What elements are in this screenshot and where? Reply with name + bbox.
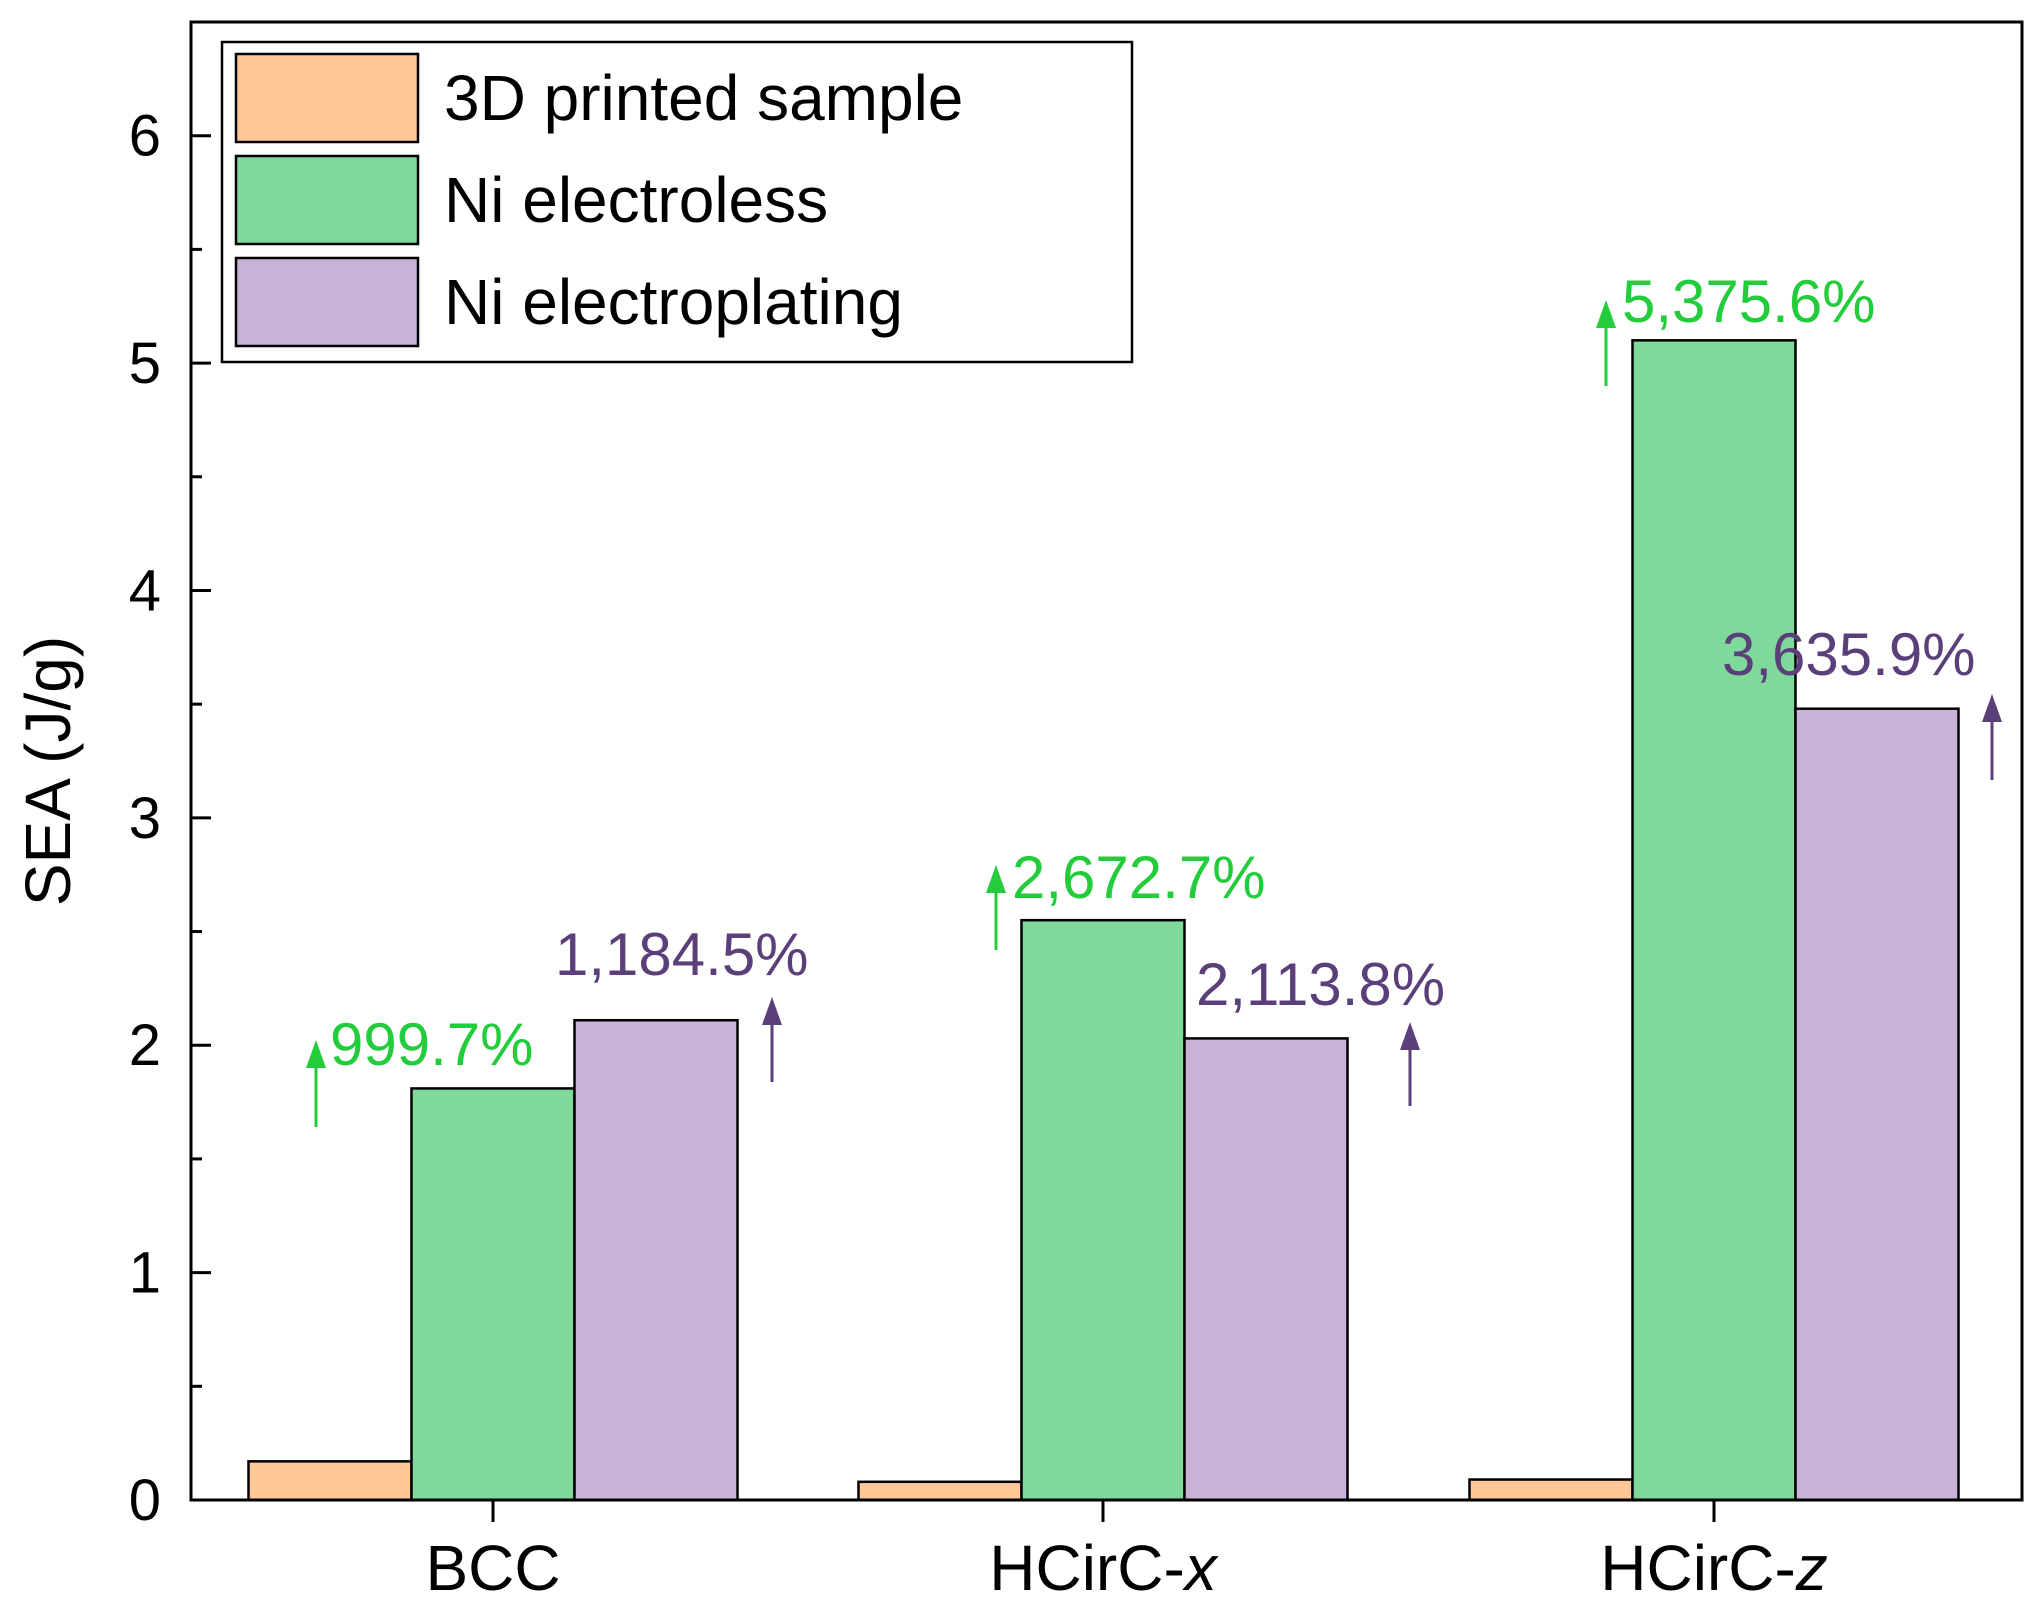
bar [1468, 1478, 1634, 1502]
legend-label: Ni electroplating [444, 266, 903, 338]
legend-swatch [234, 154, 420, 246]
x-tick-label: HCirC-x [989, 1532, 1219, 1604]
annotation-arrowhead [986, 865, 1006, 893]
annotation-percent-label: 2,672.7% [1012, 844, 1266, 911]
y-tick-label: 4 [129, 558, 161, 623]
y-tick-label: 1 [129, 1241, 161, 1306]
y-tick-label: 0 [129, 1468, 161, 1533]
y-axis-label: SEA (J/g) [12, 636, 84, 906]
x-tick-label: HCirC-z [1600, 1532, 1828, 1604]
y-tick-label: 3 [129, 786, 161, 851]
annotation-arrowhead [762, 997, 782, 1025]
annotation-percent-label: 2,113.8% [1196, 951, 1445, 1018]
legend-label: 3D printed sample [444, 62, 963, 134]
y-tick-label: 2 [129, 1013, 161, 1078]
bar [573, 1018, 739, 1502]
bar [410, 1087, 576, 1502]
annotation-arrowhead [1596, 300, 1616, 328]
bar [1183, 1037, 1349, 1502]
x-tick-label: BCC [425, 1532, 560, 1604]
legend-swatch [234, 256, 420, 348]
annotation-percent-label: 3,635.9% [1722, 621, 1976, 688]
y-tick-label: 6 [129, 104, 161, 169]
annotation-percent-label: 5,375.6% [1622, 268, 1876, 335]
y-tick-label: 5 [129, 331, 161, 396]
legend-label: Ni electroless [444, 164, 828, 236]
annotation-arrowhead [306, 1040, 326, 1068]
bar [247, 1460, 413, 1502]
bar [1631, 339, 1797, 1502]
annotation-percent-label: 1,184.5% [555, 921, 809, 988]
bar [857, 1480, 1023, 1502]
annotation-arrowhead [1400, 1022, 1420, 1050]
annotation-arrowhead [1982, 694, 2002, 722]
plot-frame [189, 20, 2024, 1502]
bar [1794, 707, 1960, 1502]
annotation-percent-label: 999.7% [330, 1011, 534, 1078]
bar [1020, 918, 1186, 1502]
legend-swatch [234, 52, 420, 144]
